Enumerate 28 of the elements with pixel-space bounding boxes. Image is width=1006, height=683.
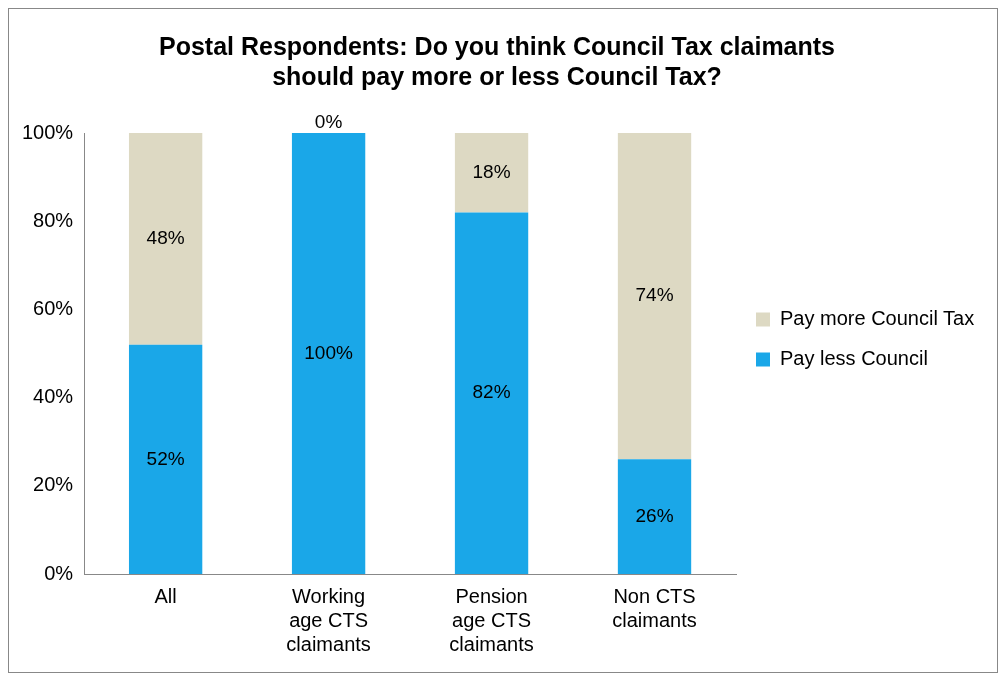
- y-tick-label: 0%: [44, 561, 74, 584]
- bar: [128, 344, 203, 574]
- data-label: 0%: [314, 111, 343, 133]
- bar: [617, 133, 692, 460]
- chart-title: Postal Respondents: Do you think Council Tax claimants should pay more or less Council Tax?: [158, 31, 836, 90]
- data-label: 74%: [635, 284, 674, 306]
- y-tick-label: 80%: [33, 208, 74, 231]
- x-tick-label: Pension age CTS claimants: [449, 584, 534, 655]
- y-tick-label: 40%: [33, 385, 74, 408]
- data-label: 100%: [304, 341, 353, 363]
- y-tick-label: 20%: [33, 473, 74, 496]
- bar: [128, 133, 203, 345]
- data-label: 82%: [472, 381, 511, 403]
- bar: [617, 459, 692, 574]
- data-label: 26%: [635, 504, 674, 526]
- x-tick-label: Non CTS claimants: [612, 584, 697, 631]
- x-tick-label: Working age CTS claimants: [286, 584, 371, 655]
- x-tick-label: All: [154, 584, 177, 607]
- legend-label: Pay less Council: [780, 347, 928, 370]
- bar: [291, 133, 366, 574]
- bar: [454, 212, 529, 574]
- data-label: 48%: [146, 227, 185, 249]
- bar: [454, 133, 529, 213]
- legend-label: Pay more Council Tax: [780, 307, 975, 330]
- y-tick-label: 100%: [22, 120, 74, 143]
- data-label: 52%: [146, 447, 185, 469]
- data-label: 18%: [472, 160, 511, 182]
- y-tick-label: 60%: [33, 296, 74, 319]
